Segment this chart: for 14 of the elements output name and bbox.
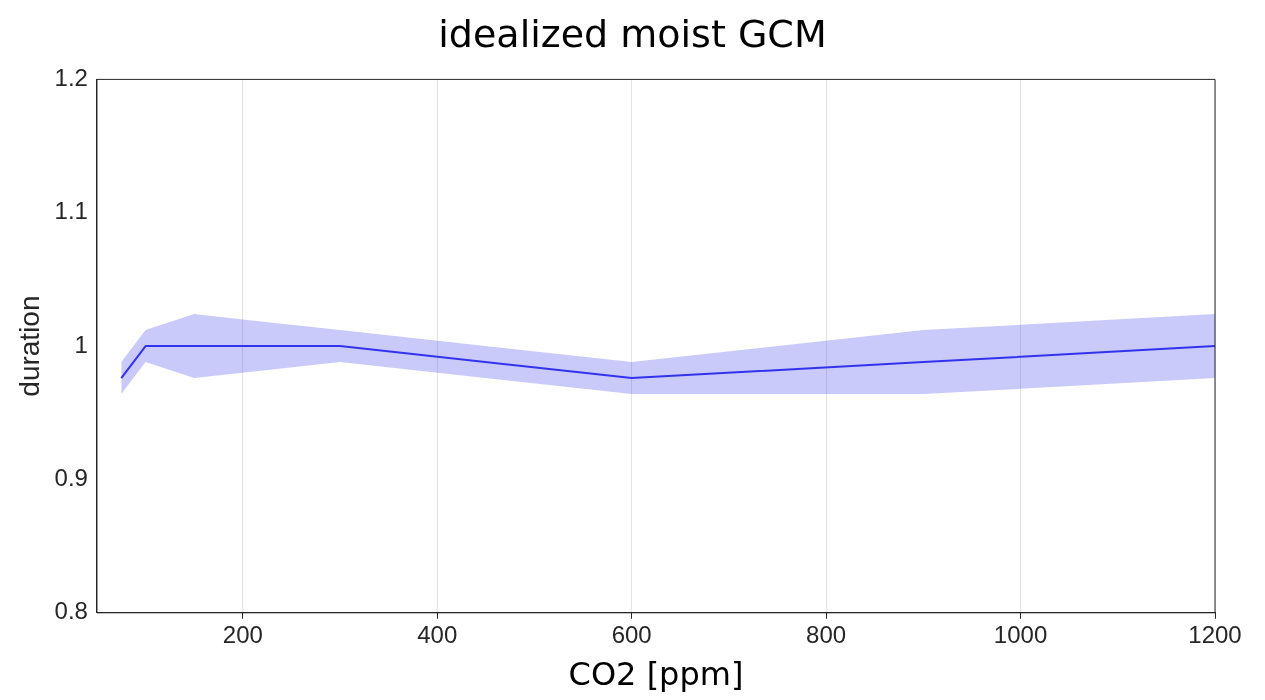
y-axis-title: duration: [13, 295, 45, 397]
x-axis-title: CO2 [ppm]: [568, 655, 744, 694]
y-tick-label: 1.1: [54, 197, 88, 225]
x-tick-label: 1000: [993, 620, 1048, 648]
y-tick-label: 0.9: [54, 464, 88, 492]
y-tick-label: 1: [74, 330, 88, 358]
x-tick-label: 400: [417, 620, 458, 648]
x-tick-label: 200: [222, 620, 263, 648]
y-tick-label: 1.2: [54, 64, 88, 92]
x-tick-label: 1200: [1188, 620, 1242, 648]
x-tick-label: 600: [611, 620, 652, 648]
chart-title: idealized moist GCM: [437, 11, 828, 58]
x-tick-label: 800: [806, 620, 847, 648]
y-tick-label: 0.8: [54, 597, 88, 625]
